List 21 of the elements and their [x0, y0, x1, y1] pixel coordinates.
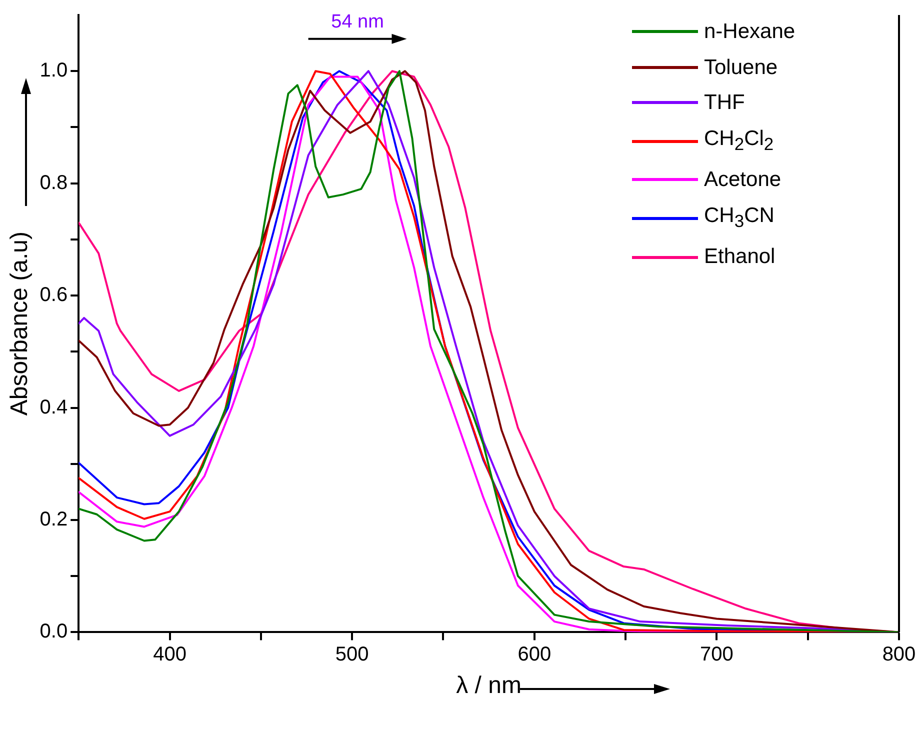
y-tick-label: 0.6	[40, 284, 68, 306]
y-tick-label: 0.4	[40, 396, 68, 418]
y-axis-title: Absorbance (a.u)	[6, 232, 34, 416]
x-tick-label: 400	[153, 644, 186, 666]
legend-label: CH$_{2}$Cl$_{2}$	[704, 126, 774, 156]
x-tick-label: 700	[700, 644, 734, 666]
legend-label: Toluene	[704, 54, 778, 80]
annotation: 54 nm	[331, 12, 384, 33]
legend-label: CH$_{3}$CN	[704, 202, 774, 233]
y-tick-label: 1.0	[40, 60, 68, 82]
legend-label: THF	[704, 90, 745, 116]
x-tick-label: 600	[518, 644, 552, 666]
y-tick-label: 0.8	[40, 172, 68, 194]
x-tick-label: 500	[335, 644, 369, 666]
legend-label: Acetone	[704, 167, 782, 194]
legend-label: Ethanol	[704, 244, 776, 270]
legend-label: n-Hexane	[704, 19, 796, 45]
y-tick-label: 0.0	[40, 620, 68, 643]
y-tick-label: 0.2	[40, 508, 68, 530]
x-tick-label: 800	[882, 644, 916, 666]
x-axis-title: λ / nm	[456, 672, 522, 700]
